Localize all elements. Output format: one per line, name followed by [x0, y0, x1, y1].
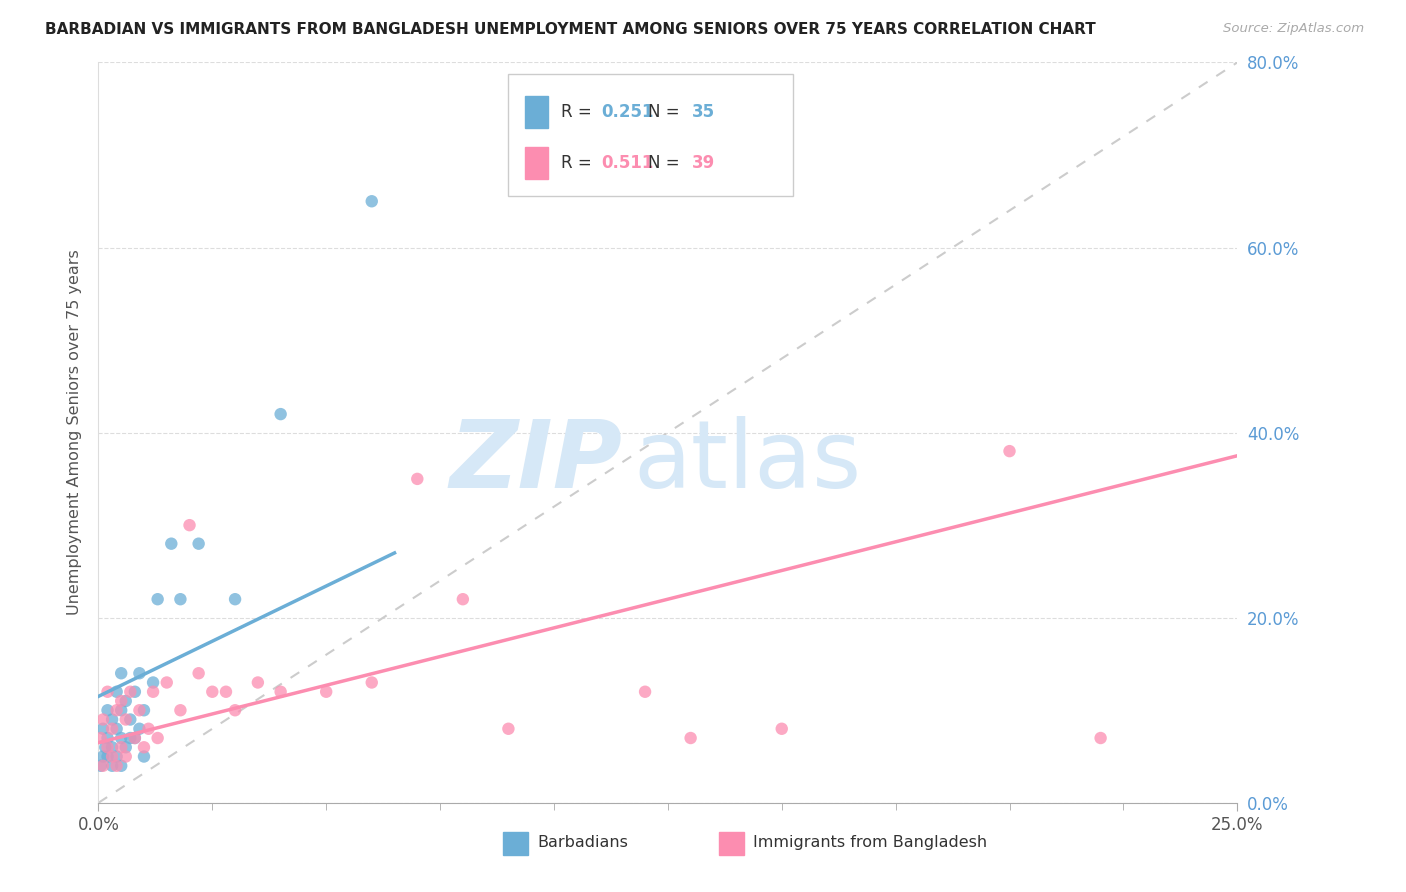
- Text: 0.511: 0.511: [602, 154, 654, 172]
- Point: [128, 722, 150, 736]
- Point: [169, 703, 191, 717]
- Point: [270, 407, 292, 421]
- Point: [360, 194, 382, 209]
- Point: [101, 758, 124, 772]
- Point: [498, 722, 520, 736]
- Point: [114, 749, 136, 764]
- Text: BARBADIAN VS IMMIGRANTS FROM BANGLADESH UNEMPLOYMENT AMONG SENIORS OVER 75 YEARS: BARBADIAN VS IMMIGRANTS FROM BANGLADESH …: [45, 22, 1095, 37]
- Point: [90, 731, 112, 745]
- Text: 0.251: 0.251: [602, 103, 654, 120]
- Point: [138, 722, 160, 736]
- Point: [160, 536, 183, 550]
- Point: [142, 685, 165, 699]
- Point: [110, 758, 132, 772]
- Point: [124, 685, 146, 699]
- Text: ZIP: ZIP: [450, 417, 623, 508]
- Point: [187, 666, 209, 681]
- Text: N =: N =: [648, 103, 685, 120]
- Point: [105, 749, 128, 764]
- Text: 39: 39: [692, 154, 716, 172]
- Point: [110, 666, 132, 681]
- Point: [124, 731, 146, 745]
- Point: [770, 722, 793, 736]
- Point: [201, 685, 224, 699]
- Point: [96, 740, 118, 755]
- Point: [91, 713, 114, 727]
- Point: [114, 713, 136, 727]
- Point: [101, 722, 124, 736]
- Point: [679, 731, 702, 745]
- Point: [110, 694, 132, 708]
- Y-axis label: Unemployment Among Seniors over 75 years: Unemployment Among Seniors over 75 years: [66, 250, 82, 615]
- Point: [451, 592, 474, 607]
- Point: [406, 472, 429, 486]
- Point: [270, 685, 292, 699]
- Bar: [718, 832, 744, 855]
- Text: 35: 35: [692, 103, 714, 120]
- Point: [120, 731, 142, 745]
- Point: [101, 740, 124, 755]
- Point: [91, 722, 114, 736]
- Bar: [524, 147, 548, 179]
- Point: [101, 713, 124, 727]
- Point: [105, 703, 128, 717]
- Text: Immigrants from Bangladesh: Immigrants from Bangladesh: [754, 835, 987, 850]
- Point: [110, 740, 132, 755]
- Point: [96, 685, 118, 699]
- Text: Barbadians: Barbadians: [537, 835, 627, 850]
- Bar: [503, 832, 527, 855]
- Point: [132, 703, 155, 717]
- Point: [96, 749, 118, 764]
- Point: [132, 749, 155, 764]
- Point: [634, 685, 657, 699]
- Point: [101, 749, 124, 764]
- Point: [215, 685, 238, 699]
- Point: [120, 685, 142, 699]
- Point: [169, 592, 191, 607]
- Point: [90, 758, 112, 772]
- Point: [224, 703, 246, 717]
- Point: [114, 694, 136, 708]
- Point: [124, 731, 146, 745]
- Point: [91, 758, 114, 772]
- Point: [105, 758, 128, 772]
- Point: [360, 675, 382, 690]
- Point: [187, 536, 209, 550]
- Point: [179, 518, 201, 533]
- Point: [91, 749, 114, 764]
- Text: R =: R =: [561, 103, 596, 120]
- Point: [998, 444, 1021, 458]
- Point: [110, 703, 132, 717]
- Text: Source: ZipAtlas.com: Source: ZipAtlas.com: [1223, 22, 1364, 36]
- Point: [224, 592, 246, 607]
- Point: [105, 685, 128, 699]
- Point: [142, 675, 165, 690]
- Point: [120, 713, 142, 727]
- Point: [96, 703, 118, 717]
- Point: [156, 675, 179, 690]
- Point: [146, 592, 169, 607]
- Text: atlas: atlas: [634, 417, 862, 508]
- Point: [110, 731, 132, 745]
- Point: [114, 740, 136, 755]
- Point: [315, 685, 337, 699]
- Point: [246, 675, 269, 690]
- Bar: [524, 95, 548, 128]
- Point: [128, 703, 150, 717]
- Text: R =: R =: [561, 154, 596, 172]
- Point: [94, 740, 117, 755]
- Point: [105, 722, 128, 736]
- Point: [96, 731, 118, 745]
- FancyBboxPatch shape: [509, 73, 793, 195]
- Point: [128, 666, 150, 681]
- Text: N =: N =: [648, 154, 685, 172]
- Point: [146, 731, 169, 745]
- Point: [1090, 731, 1112, 745]
- Point: [132, 740, 155, 755]
